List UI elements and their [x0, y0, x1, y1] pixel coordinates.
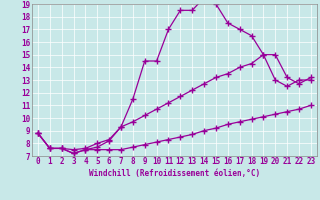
X-axis label: Windchill (Refroidissement éolien,°C): Windchill (Refroidissement éolien,°C) [89, 169, 260, 178]
